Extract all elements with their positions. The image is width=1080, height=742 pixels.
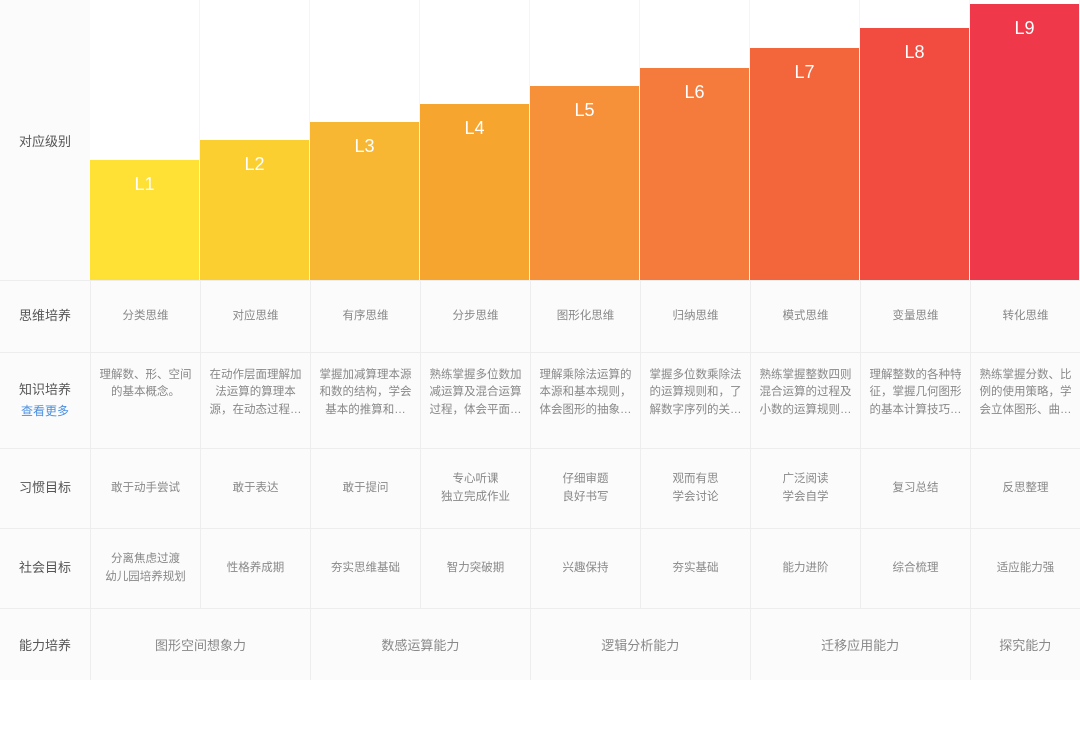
knowledge-row: 知识培养 查看更多 理解数、形、空间的基本概念。在动作层面理解加法运算的算理本源… <box>0 352 1080 448</box>
table-cell: 模式思维 <box>750 281 860 352</box>
table-cell: 仔细审题良好书写 <box>530 449 640 528</box>
bar-cell: L9 <box>970 0 1080 280</box>
table-cell: 掌握多位数乘除法的运算规则和，了解数字序列的关… <box>640 353 750 448</box>
thinking-header: 思维培养 <box>0 281 90 352</box>
table-cell: 夯实基础 <box>640 529 750 608</box>
table-cell: 熟练掌握整数四则混合运算的过程及小数的运算规则… <box>750 353 860 448</box>
knowledge-cells: 理解数、形、空间的基本概念。在动作层面理解加法运算的算理本源，在动态过程…掌握加… <box>90 353 1080 448</box>
ability-cell: 数感运算能力 <box>310 609 530 680</box>
table-cell: 适应能力强 <box>970 529 1080 608</box>
bar-cell: L3 <box>310 0 420 280</box>
ability-row: 能力培养 图形空间想象力数感运算能力逻辑分析能力迁移应用能力探究能力 <box>0 608 1080 680</box>
table-cell: 转化思维 <box>970 281 1080 352</box>
table-cell: 敢于表达 <box>200 449 310 528</box>
ability-cells: 图形空间想象力数感运算能力逻辑分析能力迁移应用能力探究能力 <box>90 609 1080 680</box>
thinking-cells: 分类思维对应思维有序思维分步思维图形化思维归纳思维模式思维变量思维转化思维 <box>90 281 1080 352</box>
bars-area: L1L2L3L4L5L6L7L8L9 <box>90 0 1080 280</box>
table-cell: 理解整数的各种特征，掌握几何图形的基本计算技巧… <box>860 353 970 448</box>
ability-cell: 探究能力 <box>970 609 1080 680</box>
habit-header: 习惯目标 <box>0 449 90 528</box>
table-cell: 熟练掌握多位数加减运算及混合运算过程，体会平面… <box>420 353 530 448</box>
bar-cell: L6 <box>640 0 750 280</box>
social-row: 社会目标 分离焦虑过渡幼儿园培养规划性格养成期夯实思维基础智力突破期兴趣保持夯实… <box>0 528 1080 608</box>
thinking-row: 思维培养 分类思维对应思维有序思维分步思维图形化思维归纳思维模式思维变量思维转化… <box>0 280 1080 352</box>
ability-cell: 图形空间想象力 <box>90 609 310 680</box>
level-bar: L4 <box>420 104 529 280</box>
habit-row: 习惯目标 敢于动手尝试敢于表达敢于提问专心听课独立完成作业仔细审题良好书写观而有… <box>0 448 1080 528</box>
bar-cell: L2 <box>200 0 310 280</box>
social-header: 社会目标 <box>0 529 90 608</box>
bar-cell: L8 <box>860 0 970 280</box>
table-cell: 有序思维 <box>310 281 420 352</box>
level-bar: L5 <box>530 86 639 280</box>
table-cell: 兴趣保持 <box>530 529 640 608</box>
social-cells: 分离焦虑过渡幼儿园培养规划性格养成期夯实思维基础智力突破期兴趣保持夯实基础能力进… <box>90 529 1080 608</box>
level-bar: L2 <box>200 140 309 280</box>
table-cell: 敢于提问 <box>310 449 420 528</box>
table-cell: 分离焦虑过渡幼儿园培养规划 <box>90 529 200 608</box>
level-bar: L6 <box>640 68 749 280</box>
thinking-header-label: 思维培养 <box>19 307 71 325</box>
table-cell: 理解乘除法运算的本源和基本规则，体会图形的抽象… <box>530 353 640 448</box>
ability-cell: 迁移应用能力 <box>750 609 970 680</box>
level-bar: L9 <box>970 4 1079 280</box>
habit-header-label: 习惯目标 <box>19 479 71 497</box>
level-bar: L8 <box>860 28 969 280</box>
level-bar: L1 <box>90 160 199 280</box>
table-cell: 综合梳理 <box>860 529 970 608</box>
table-cell: 归纳思维 <box>640 281 750 352</box>
knowledge-header: 知识培养 查看更多 <box>0 353 90 448</box>
knowledge-more-link[interactable]: 查看更多 <box>21 403 69 420</box>
table-cell: 观而有思学会讨论 <box>640 449 750 528</box>
bar-cell: L5 <box>530 0 640 280</box>
table-cell: 夯实思维基础 <box>310 529 420 608</box>
level-bar: L3 <box>310 122 419 280</box>
table-cell: 对应思维 <box>200 281 310 352</box>
table-cell: 智力突破期 <box>420 529 530 608</box>
table-cell: 变量思维 <box>860 281 970 352</box>
knowledge-header-label: 知识培养 <box>19 381 71 399</box>
level-chart-container: 对应级别 L1L2L3L4L5L6L7L8L9 思维培养 分类思维对应思维有序思… <box>0 0 1080 742</box>
ability-header: 能力培养 <box>0 609 90 680</box>
table-cell: 能力进阶 <box>750 529 860 608</box>
table-cell: 反思整理 <box>970 449 1080 528</box>
table-cell: 敢于动手尝试 <box>90 449 200 528</box>
table-cell: 在动作层面理解加法运算的算理本源，在动态过程… <box>200 353 310 448</box>
social-header-label: 社会目标 <box>19 559 71 577</box>
level-header-label: 对应级别 <box>0 0 90 280</box>
table-cell: 广泛阅读学会自学 <box>750 449 860 528</box>
table-cell: 性格养成期 <box>200 529 310 608</box>
bar-cell: L7 <box>750 0 860 280</box>
table-cell: 熟练掌握分数、比例的使用策略，学会立体图形、曲… <box>970 353 1080 448</box>
bar-cell: L4 <box>420 0 530 280</box>
table-cell: 理解数、形、空间的基本概念。 <box>90 353 200 448</box>
table-cell: 掌握加减算理本源和数的结构，学会基本的推算和… <box>310 353 420 448</box>
table-cell: 分步思维 <box>420 281 530 352</box>
habit-cells: 敢于动手尝试敢于表达敢于提问专心听课独立完成作业仔细审题良好书写观而有思学会讨论… <box>90 449 1080 528</box>
table-cell: 专心听课独立完成作业 <box>420 449 530 528</box>
table-cell: 分类思维 <box>90 281 200 352</box>
data-rows: 思维培养 分类思维对应思维有序思维分步思维图形化思维归纳思维模式思维变量思维转化… <box>0 280 1080 680</box>
bar-cell: L1 <box>90 0 200 280</box>
ability-cell: 逻辑分析能力 <box>530 609 750 680</box>
table-cell: 图形化思维 <box>530 281 640 352</box>
level-bar: L7 <box>750 48 859 280</box>
table-cell: 复习总结 <box>860 449 970 528</box>
